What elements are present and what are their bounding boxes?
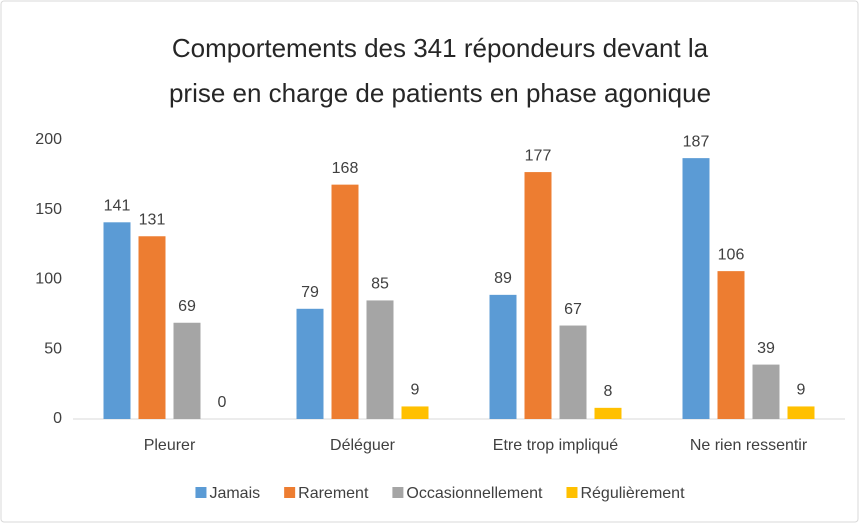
bar: [594, 407, 622, 419]
data-label: 9: [411, 382, 420, 399]
bar: [331, 184, 359, 419]
data-label: 67: [564, 301, 582, 318]
legend-label: Régulièrement: [580, 485, 685, 502]
bar: [682, 158, 710, 419]
bar: [296, 308, 324, 419]
data-label: 89: [494, 270, 512, 287]
bar: [366, 300, 394, 419]
data-label: 0: [218, 394, 227, 411]
x-tick-label: Pleurer: [144, 437, 196, 454]
data-label: 141: [104, 198, 131, 215]
bar: [559, 325, 587, 419]
legend-swatch: [284, 487, 296, 498]
bar: [489, 294, 517, 419]
chart-title: Comportements des 341 répondeurs devant …: [172, 33, 709, 63]
legend-swatch: [195, 487, 207, 498]
legend-label: Rarement: [298, 485, 369, 502]
data-label: 79: [301, 284, 319, 301]
bar: [138, 236, 166, 419]
data-label: 39: [757, 340, 775, 357]
data-label: 85: [371, 276, 389, 293]
bar: [524, 172, 552, 419]
bar: [787, 406, 815, 419]
data-label: 9: [797, 382, 806, 399]
y-tick-label: 50: [44, 340, 62, 357]
bar: [173, 322, 201, 419]
data-label: 131: [139, 211, 166, 228]
y-tick-label: 150: [35, 201, 62, 218]
bar: [717, 271, 745, 419]
data-label: 168: [332, 160, 359, 177]
legend-swatch: [392, 487, 404, 498]
data-label: 106: [718, 246, 745, 263]
y-tick-label: 200: [35, 131, 62, 148]
chart-title: prise en charge de patients en phase ago…: [169, 78, 711, 108]
x-tick-label: Déléguer: [330, 437, 396, 454]
data-label: 187: [683, 133, 710, 150]
bar: [752, 364, 780, 419]
x-tick-label: Ne rien ressentir: [690, 437, 808, 454]
legend-label: Jamais: [209, 485, 260, 502]
data-label: 8: [604, 383, 613, 400]
bar: [103, 222, 131, 419]
y-tick-label: 0: [53, 410, 62, 427]
x-tick-label: Etre trop impliqué: [493, 437, 618, 454]
bar: [401, 406, 429, 419]
data-label: 177: [525, 147, 552, 164]
data-label: 69: [178, 298, 196, 315]
y-tick-label: 100: [35, 271, 62, 288]
legend-label: Occasionnellement: [406, 485, 543, 502]
legend-swatch: [566, 487, 578, 498]
